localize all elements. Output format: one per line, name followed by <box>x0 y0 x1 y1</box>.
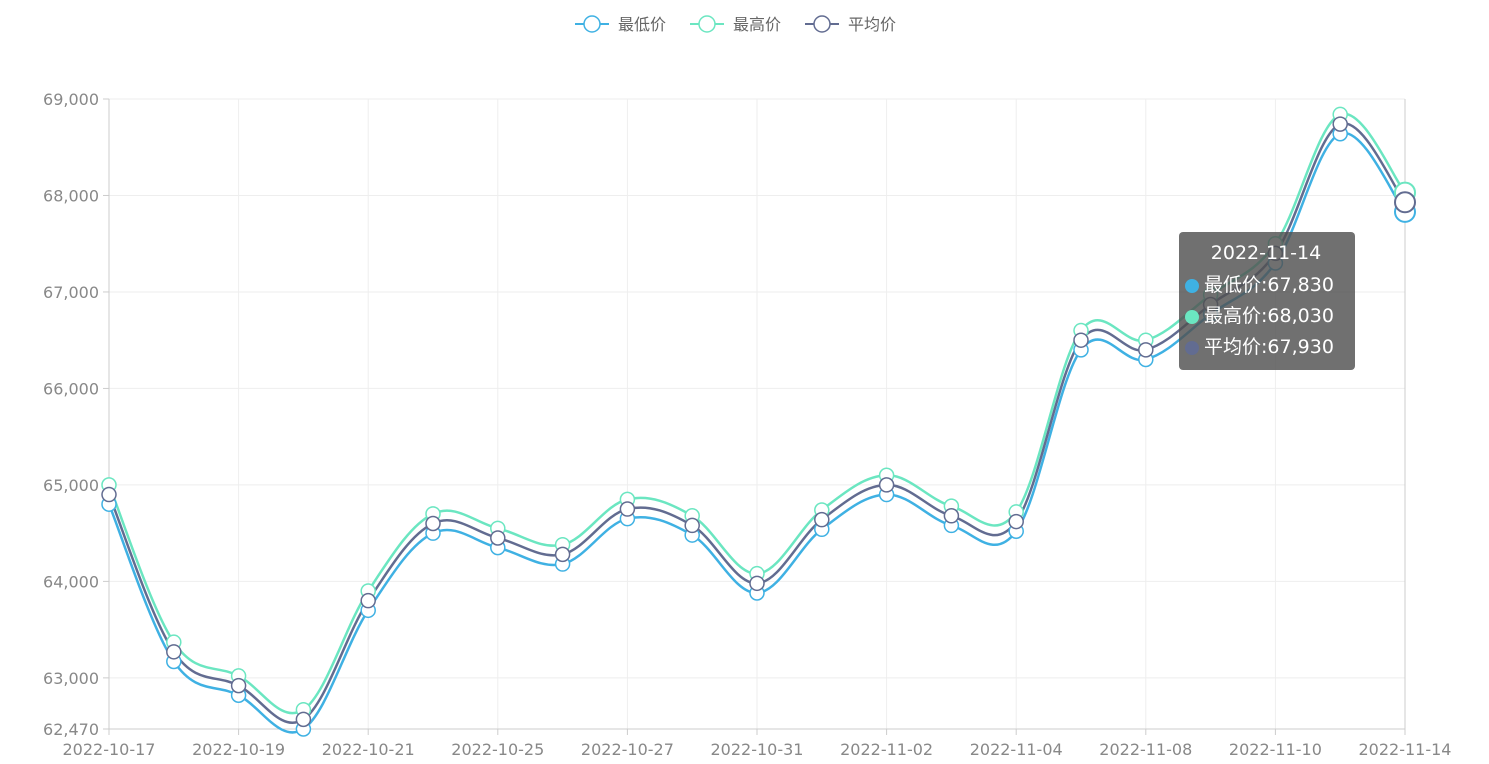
grid-lines <box>108 98 1406 730</box>
x-tick-label: 2022-10-25 <box>451 740 544 759</box>
data-point-avg[interactable] <box>1073 332 1089 348</box>
x-tick-label: 2022-10-19 <box>192 740 285 759</box>
tooltip-sep: : <box>1261 305 1268 327</box>
x-tick-label: 2022-11-10 <box>1229 740 1322 759</box>
y-tick-label: 64,000 <box>43 572 99 591</box>
data-point-avg[interactable] <box>943 508 960 524</box>
tooltip-sep: : <box>1261 336 1268 358</box>
data-point-avg[interactable] <box>749 575 765 592</box>
series-points[interactable] <box>101 106 1416 737</box>
data-point-avg[interactable] <box>1394 191 1416 214</box>
tooltip-title: 2022-11-14 <box>1210 242 1322 264</box>
legend-item-avg[interactable]: 平均价 <box>805 15 896 34</box>
tooltip-sep: : <box>1261 274 1268 296</box>
tooltip-label-avg: 平均价 <box>1204 336 1262 358</box>
data-point-avg[interactable] <box>878 477 895 493</box>
x-tick-label: 2022-11-08 <box>1099 740 1192 759</box>
tooltip-value-avg: 67,930 <box>1267 336 1334 358</box>
y-tick-label: 69,000 <box>43 90 99 109</box>
legend[interactable]: 最低价 最高价 平均价 <box>575 15 896 34</box>
data-point-avg[interactable] <box>360 592 376 609</box>
legend-item-high[interactable]: 最高价 <box>690 15 781 34</box>
y-tick-label: 65,000 <box>43 476 99 495</box>
y-tick-label: 62,470 <box>43 720 99 739</box>
tooltip-row-high: 最高价: 68,030 <box>1185 301 1347 332</box>
tooltip-label-low: 最低价 <box>1204 274 1262 296</box>
tooltip-row-avg: 平均价: 67,930 <box>1185 332 1347 363</box>
data-point-avg[interactable] <box>166 644 182 660</box>
legend-label-avg: 平均价 <box>848 15 896 34</box>
x-tick-label: 2022-11-04 <box>970 740 1063 759</box>
data-point-avg[interactable] <box>814 511 830 528</box>
tooltip-dot-high <box>1185 309 1199 324</box>
data-point-avg[interactable] <box>684 517 700 534</box>
legend-label-low: 最低价 <box>618 15 666 34</box>
x-tick-label: 2022-10-31 <box>711 740 804 759</box>
legend-marker-low <box>583 15 601 33</box>
data-point-avg[interactable] <box>554 546 571 563</box>
data-point-avg[interactable] <box>619 501 636 517</box>
x-tick-label: 2022-10-27 <box>581 740 674 759</box>
legend-item-low[interactable]: 最低价 <box>575 15 666 34</box>
legend-label-high: 最高价 <box>733 15 781 34</box>
x-tick-label: 2022-11-02 <box>840 740 933 759</box>
y-tick-label: 66,000 <box>43 379 99 398</box>
data-point-avg[interactable] <box>1138 342 1154 358</box>
legend-marker-high <box>698 15 716 33</box>
tooltip-row-low: 最低价: 67,830 <box>1185 270 1347 301</box>
legend-marker-avg <box>813 15 831 33</box>
data-point-avg[interactable] <box>490 530 506 546</box>
data-point-avg[interactable] <box>230 677 247 694</box>
tooltip-value-low: 67,830 <box>1267 274 1334 296</box>
tooltip-label-high: 最高价 <box>1204 305 1262 327</box>
axes: 62,470 63,000 64,000 65,000 66,000 67,000 68,0… <box>43 90 1451 759</box>
x-tick-label: 2022-11-14 <box>1359 740 1452 759</box>
data-point-avg[interactable] <box>425 515 441 532</box>
tooltip-dot-avg <box>1185 340 1199 355</box>
y-tick-label: 63,000 <box>43 669 99 688</box>
data-point-avg[interactable] <box>101 486 117 503</box>
tooltip-dot-low <box>1185 278 1199 293</box>
x-tick-label: 2022-10-17 <box>63 740 156 759</box>
data-tooltip: 2022-11-14 最低价: 67,830 最高价: 68,030 平均价: … <box>1179 232 1355 370</box>
x-tick-label: 2022-10-21 <box>322 740 415 759</box>
data-point-avg[interactable] <box>295 711 312 728</box>
y-tick-label: 68,000 <box>43 186 99 205</box>
data-point-avg[interactable] <box>1332 116 1348 132</box>
tooltip-value-high: 68,030 <box>1267 305 1334 327</box>
y-tick-label: 67,000 <box>43 283 99 302</box>
data-point-avg[interactable] <box>1008 513 1024 530</box>
